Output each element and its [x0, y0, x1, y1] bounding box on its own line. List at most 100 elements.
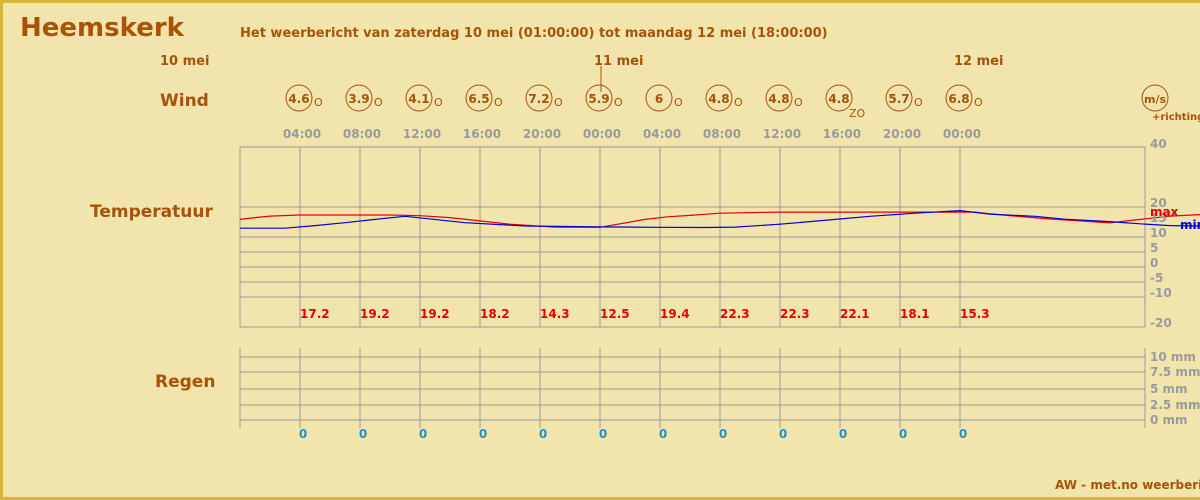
wind-speed: 6 [655, 92, 663, 106]
time-label: 16:00 [463, 127, 501, 141]
wind-speed: 4.8 [708, 92, 729, 106]
time-label: 20:00 [883, 127, 921, 141]
time-label: 00:00 [583, 127, 621, 141]
rain-value: 0 [419, 427, 427, 441]
wind-direction: O [494, 96, 503, 109]
time-label: 04:00 [283, 127, 321, 141]
daily-max-label: 15.3 [960, 307, 990, 321]
temperature-row-label: Temperatuur [90, 202, 213, 222]
daily-max-label: 22.3 [780, 307, 810, 321]
wind-direction: O [434, 96, 443, 109]
daily-max-label: 22.1 [840, 307, 870, 321]
temp-tick: -5 [1150, 271, 1163, 285]
rain-tick: 5 mm [1150, 382, 1188, 396]
daily-max-label: 14.3 [540, 307, 570, 321]
rain-value: 0 [299, 427, 307, 441]
daily-max-label: 17.2 [300, 307, 330, 321]
time-label: 12:00 [763, 127, 801, 141]
wind-speed: 6.5 [468, 92, 489, 106]
temp-tick: 15 [1150, 211, 1167, 225]
time-label: 08:00 [703, 127, 741, 141]
time-label: 04:00 [643, 127, 681, 141]
wind-speed: 5.9 [588, 92, 609, 106]
wind-row-label: Wind [160, 91, 209, 111]
temp-tick: 0 [1150, 256, 1158, 270]
rain-value: 0 [359, 427, 367, 441]
credit-text: AW - met.no weerbericht [1055, 478, 1200, 492]
wind-circle [945, 84, 973, 112]
wind-circle [825, 84, 853, 112]
wind-speed: 6.8 [948, 92, 969, 106]
rain-tick: 2.5 mm [1150, 398, 1200, 412]
rain-value: 0 [959, 427, 967, 441]
daily-max-label: 18.2 [480, 307, 510, 321]
time-label: 00:00 [943, 127, 981, 141]
rain-tick: 10 mm [1150, 350, 1196, 364]
wind-legend-unit: m/s [1144, 93, 1166, 106]
temp-line-min [240, 209, 1200, 229]
wind-circle [765, 84, 793, 112]
wind-speed: 4.6 [288, 92, 309, 106]
wind-direction: ZO [849, 107, 866, 120]
forecast-period: Het weerbericht van zaterdag 10 mei (01:… [240, 26, 828, 41]
temp-tick: 5 [1150, 241, 1158, 255]
temp-tick: 40 [1150, 137, 1167, 151]
rain-tick: 0 mm [1150, 413, 1188, 427]
wind-direction: O [794, 96, 803, 109]
time-label: 12:00 [403, 127, 441, 141]
daily-max-label: 12.5 [600, 307, 630, 321]
city-title: Heemskerk [20, 13, 184, 43]
series-label-min: min [1180, 218, 1200, 232]
rain-value: 0 [599, 427, 607, 441]
daily-max-label: 19.2 [420, 307, 450, 321]
daily-max-label: 19.4 [660, 307, 690, 321]
wind-direction: O [914, 96, 923, 109]
day-label-3: 12 mei [954, 54, 1004, 69]
time-label: 20:00 [523, 127, 561, 141]
daily-max-label: 22.3 [720, 307, 750, 321]
wind-circle [885, 84, 913, 112]
wind-direction: O [674, 96, 683, 109]
wind-speed: 4.8 [828, 92, 849, 106]
wind-speed: 4.8 [768, 92, 789, 106]
rain-row-label: Regen [155, 372, 216, 392]
temp-tick: 10 [1150, 226, 1167, 240]
wind-direction: O [374, 96, 383, 109]
rain-value: 0 [899, 427, 907, 441]
daily-max-label: 19.2 [360, 307, 390, 321]
time-label: 08:00 [343, 127, 381, 141]
wind-speed: 5.7 [888, 92, 909, 106]
wind-circle [585, 84, 613, 112]
wind-circle [705, 84, 733, 112]
wind-circle [465, 84, 493, 112]
day-label-2: 11 mei [594, 54, 644, 69]
wind-legend-circle [1141, 84, 1169, 112]
wind-speed: 3.9 [348, 92, 369, 106]
daily-max-label: 18.1 [900, 307, 930, 321]
time-label: 16:00 [823, 127, 861, 141]
wind-direction: O [974, 96, 983, 109]
wind-direction: O [314, 96, 323, 109]
temp-tick: 20 [1150, 196, 1167, 210]
wind-circle [405, 84, 433, 112]
temp-tick: -20 [1150, 316, 1172, 330]
wind-legend: m/s +richting [1141, 84, 1200, 123]
rain-tick: 7.5 mm [1150, 365, 1200, 379]
wind-direction: O [734, 96, 743, 109]
wind-legend-direction-note: +richting [1152, 112, 1200, 123]
day-label-1: 10 mei [160, 54, 210, 69]
wind-direction: O [554, 96, 563, 109]
rain-value: 0 [539, 427, 547, 441]
rain-value: 0 [779, 427, 787, 441]
rain-value: 0 [659, 427, 667, 441]
wind-circle [645, 84, 673, 112]
rain-value: 0 [719, 427, 727, 441]
wind-circle [525, 84, 553, 112]
rain-value: 0 [479, 427, 487, 441]
wind-direction: O [614, 96, 623, 109]
wind-speed: 4.1 [408, 92, 429, 106]
wind-circle [345, 84, 373, 112]
series-label-max: max [1150, 205, 1179, 219]
